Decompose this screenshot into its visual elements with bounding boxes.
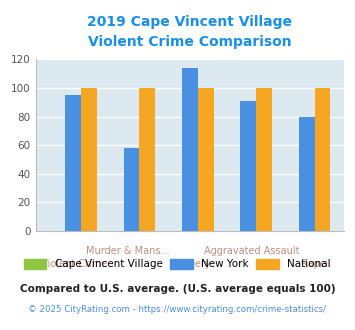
Text: All Violent Crime: All Violent Crime	[26, 259, 107, 269]
Text: Violent Crime Comparison: Violent Crime Comparison	[88, 35, 292, 49]
Text: Compared to U.S. average. (U.S. average equals 100): Compared to U.S. average. (U.S. average …	[20, 284, 335, 294]
Bar	[140, 88, 155, 231]
Text: Rape: Rape	[301, 259, 326, 269]
Bar	[198, 88, 214, 231]
Text: Aggravated Assault: Aggravated Assault	[204, 246, 300, 256]
Bar	[65, 95, 81, 231]
Bar	[182, 68, 198, 231]
Bar	[315, 88, 330, 231]
Bar	[124, 148, 140, 231]
Bar	[240, 101, 256, 231]
Text: Murder & Mans...: Murder & Mans...	[86, 246, 170, 256]
Bar	[299, 116, 315, 231]
Bar	[256, 88, 272, 231]
Text: Robbery: Robbery	[170, 259, 210, 269]
Text: 2019 Cape Vincent Village: 2019 Cape Vincent Village	[87, 15, 293, 29]
Legend: Cape Vincent Village, New York, National: Cape Vincent Village, New York, National	[20, 254, 335, 273]
Bar	[81, 88, 97, 231]
Text: © 2025 CityRating.com - https://www.cityrating.com/crime-statistics/: © 2025 CityRating.com - https://www.city…	[28, 305, 327, 314]
